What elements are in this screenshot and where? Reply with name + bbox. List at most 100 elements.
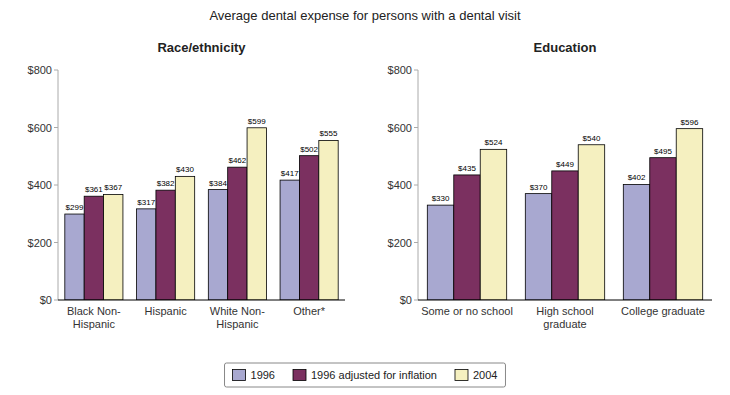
bar [137, 209, 156, 300]
x-tick-label-line: College graduate [621, 305, 705, 317]
panel: Education$0$200$400$600$800$330$370$402$… [388, 40, 712, 330]
data-label: $495 [654, 147, 672, 156]
y-tick [54, 300, 58, 301]
bar [84, 196, 103, 300]
legend-item: 1996 [233, 369, 275, 381]
bar [454, 175, 480, 300]
y-tick-label: $800 [28, 64, 52, 76]
y-tick-label: $400 [388, 179, 412, 191]
y-tick-label: $0 [400, 294, 412, 306]
x-tick-label: Black Non-Hispanic [67, 305, 121, 330]
data-label: $402 [628, 173, 646, 182]
data-label: $435 [458, 164, 476, 173]
bar [65, 214, 84, 300]
bar [650, 158, 676, 300]
data-label: $449 [556, 160, 574, 169]
x-tick-label: Other* [293, 305, 326, 317]
data-label: $382 [157, 179, 175, 188]
x-tick-label-line: graduate [543, 318, 586, 330]
y-tick-label: $200 [388, 237, 412, 249]
y-tick-label: $400 [28, 179, 52, 191]
y-tick-label: $600 [28, 122, 52, 134]
bar [676, 129, 702, 300]
panel: Race/ethnicity $0 $200 $400 $600 $800 $299 $317… [28, 40, 345, 330]
bar [552, 171, 578, 300]
y-tick [54, 185, 58, 186]
bars [427, 129, 702, 300]
x-axis [418, 300, 712, 301]
y-tick [414, 185, 418, 186]
data-label: $596 [681, 118, 699, 127]
data-label: $555 [320, 129, 338, 138]
data-label: $417 [281, 169, 299, 178]
data-label: $599 [248, 117, 266, 126]
x-tick-label-line: Hispanic [145, 305, 188, 317]
y-tick-label: $600 [388, 122, 412, 134]
legend-box [225, 363, 506, 387]
legend-swatch [293, 370, 306, 381]
data-label: $462 [228, 156, 246, 165]
legend-swatch [233, 370, 246, 381]
subtitle: Education [534, 40, 597, 55]
title: Average dental expense for persons with … [209, 8, 521, 23]
data-label: $502 [300, 145, 318, 154]
data-labels: $330 $370 $402 $435 $449 $495 $524 $540 $596 [432, 118, 699, 203]
bar [427, 205, 453, 300]
data-label: $330 [432, 194, 450, 203]
bar [228, 167, 247, 300]
subtitle: Race/ethnicity [157, 40, 246, 55]
x-tick-label: College graduate [621, 305, 705, 317]
y-tick [414, 70, 418, 71]
chart: Average dental expense for persons with … [0, 0, 730, 395]
bar [525, 194, 551, 300]
legend-item: 1996 adjusted for inflation [293, 369, 437, 381]
y-tick [54, 127, 58, 128]
x-tick-label-line: White Non- [210, 305, 265, 317]
legend-label: 1996 [251, 369, 275, 381]
y-tick [414, 127, 418, 128]
data-label: $430 [176, 165, 194, 174]
y-tick [414, 242, 418, 243]
bar [175, 176, 194, 300]
bar [623, 184, 649, 300]
y-tick-label: $800 [388, 64, 412, 76]
bar [280, 180, 299, 300]
x-axis [58, 300, 345, 301]
data-label: $524 [485, 138, 503, 147]
legend-label: 2004 [473, 369, 497, 381]
x-tick-label-line: Some or no school [421, 305, 513, 317]
y-tick [54, 70, 58, 71]
y-tick [54, 242, 58, 243]
data-label: $540 [583, 134, 601, 143]
x-tick-label-line: High school [536, 305, 593, 317]
bar [247, 128, 266, 300]
data-label: $370 [530, 183, 548, 192]
y-tick-label: $200 [28, 237, 52, 249]
legend-swatch [455, 370, 468, 381]
bar [578, 145, 604, 300]
bar [319, 140, 338, 300]
legend: 1996 1996 adjusted for inflation 2004 [225, 363, 506, 387]
legend-label: 1996 adjusted for inflation [311, 369, 437, 381]
bar [480, 149, 506, 300]
data-label: $317 [137, 198, 155, 207]
bar [156, 190, 175, 300]
y-tick-label: $0 [40, 294, 52, 306]
x-tick-label-line: Other* [293, 305, 326, 317]
bar [208, 190, 227, 300]
data-label: $384 [209, 179, 227, 188]
y-tick [414, 300, 418, 301]
data-label: $299 [66, 203, 84, 212]
data-label: $361 [85, 185, 103, 194]
x-tick-label: White Non-Hispanic [210, 305, 265, 330]
x-tick-label: Some or no school [421, 305, 513, 317]
x-tick-label-line: Black Non- [67, 305, 121, 317]
bar [299, 156, 318, 300]
bars [65, 128, 338, 300]
data-label: $367 [104, 183, 122, 192]
x-tick-label-line: Hispanic [216, 318, 259, 330]
x-tick-label: Hispanic [145, 305, 188, 317]
x-tick-label-line: Hispanic [73, 318, 116, 330]
x-tick-label: High schoolgraduate [536, 305, 593, 330]
data-labels: $299 $317 $384 $417 $361 $382 $462 $502 $367 $430… [66, 117, 338, 212]
